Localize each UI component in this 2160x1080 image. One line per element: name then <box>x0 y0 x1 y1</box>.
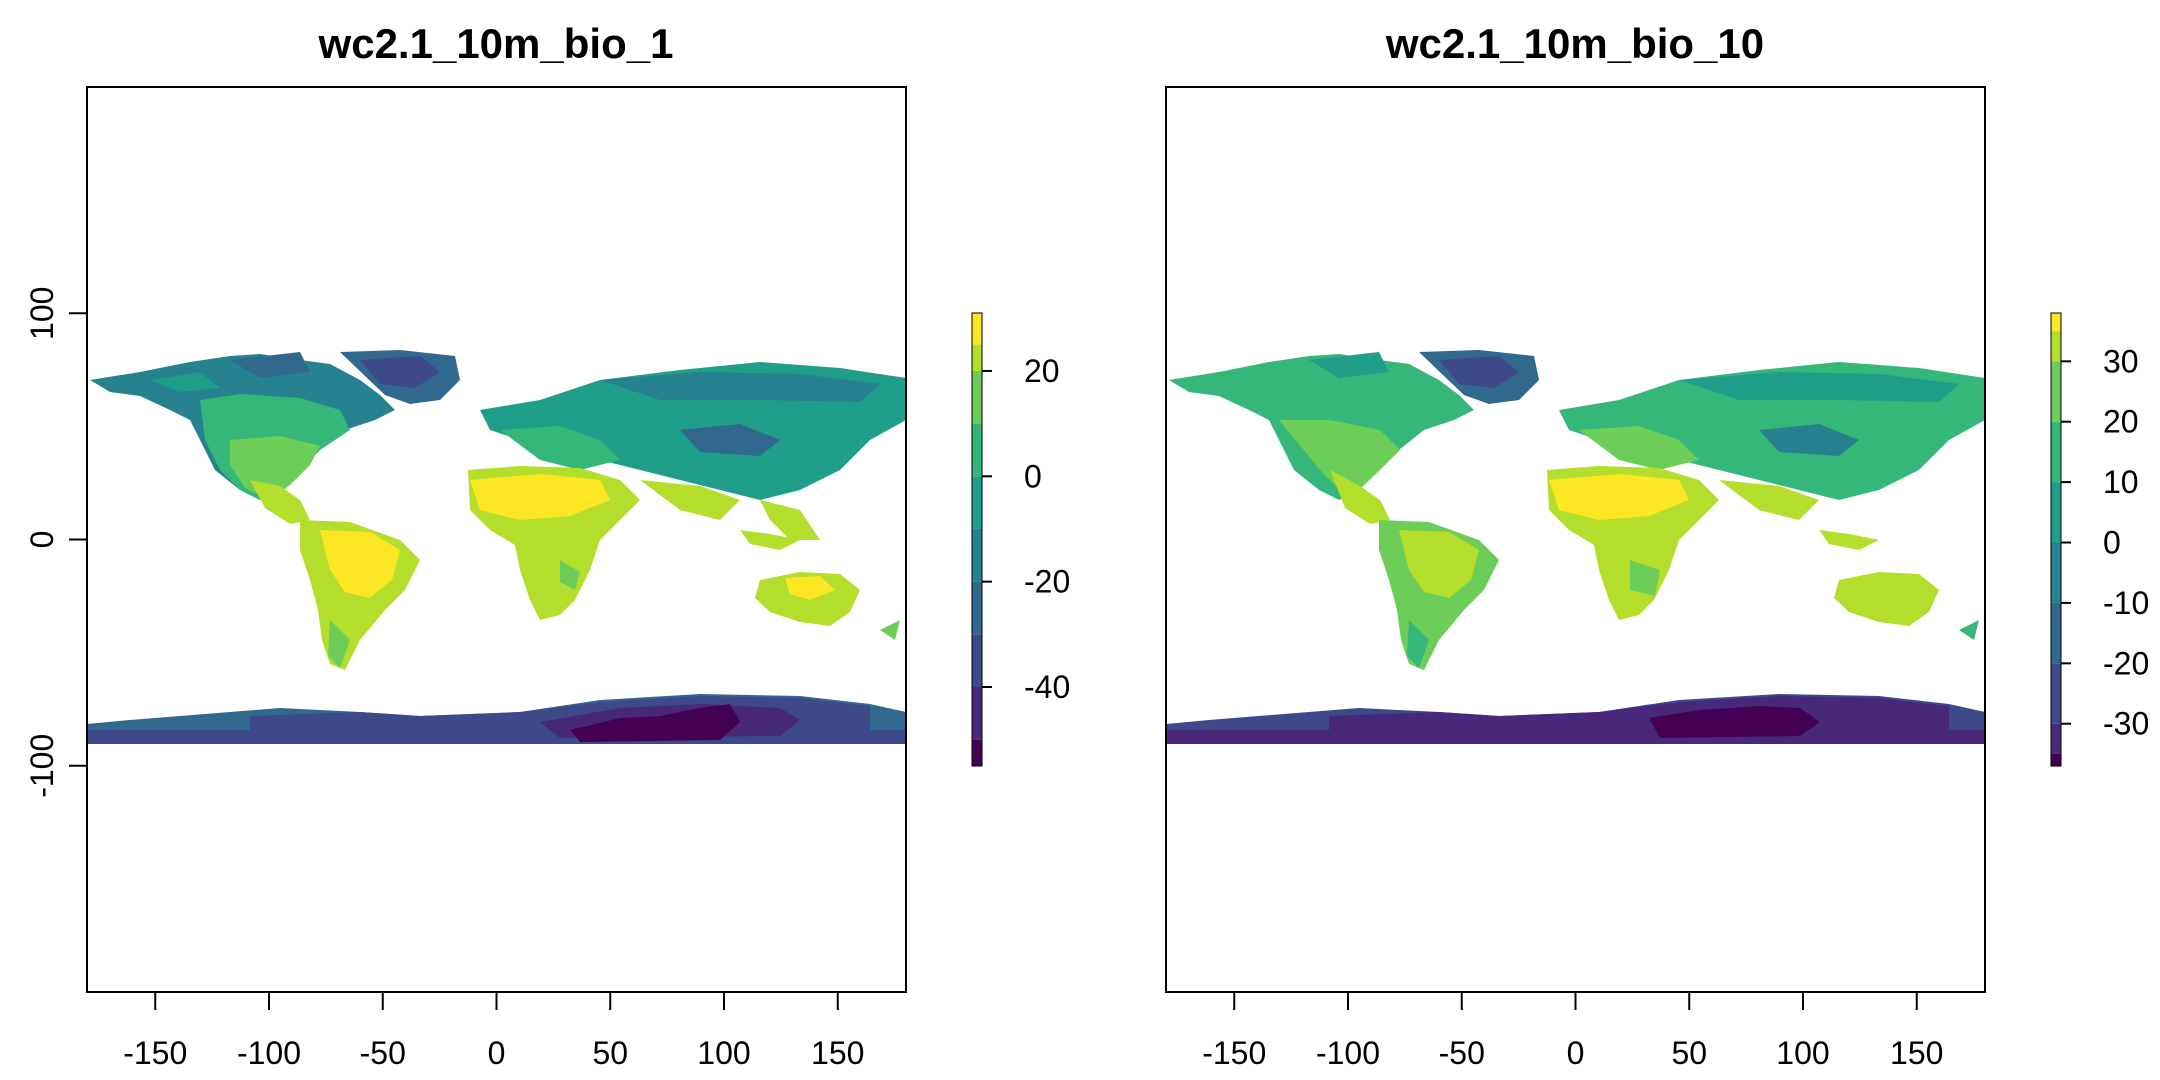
x-tick-label: 50 <box>1671 1035 1707 1071</box>
legend-color-step <box>972 344 982 371</box>
color-legend: 30 20 10 0 -10 -20 -30 <box>2050 312 2149 767</box>
legend-color-step <box>972 581 982 635</box>
south-america-region <box>1379 520 1499 670</box>
x-tick-label: -100 <box>237 1035 301 1071</box>
legend-color-step <box>972 634 982 687</box>
legend-color-step <box>972 686 982 740</box>
legend-tick-label: 20 <box>1024 353 1060 389</box>
legend-color-step <box>2051 602 2061 664</box>
australia-region <box>740 530 900 640</box>
y-tick-label: -100 <box>24 734 60 798</box>
north-america-region <box>1169 352 1474 524</box>
legend-color-step <box>972 313 982 345</box>
legend-tick-label: -40 <box>1024 669 1070 705</box>
legend-tick-label: 10 <box>2103 464 2139 500</box>
x-tick-label: 150 <box>1890 1035 1943 1071</box>
x-tick-label: 0 <box>488 1035 506 1071</box>
x-tick-label: 150 <box>811 1035 864 1071</box>
legend-frame <box>2050 312 2062 767</box>
legend-color-step <box>2051 723 2061 754</box>
legend-tick-label: 0 <box>1024 458 1042 494</box>
legend-color-step <box>2051 542 2061 603</box>
axes: -150 -100 -50 0 50 100 150 100 0 -100 <box>24 287 864 1071</box>
y-tick-label: 100 <box>24 287 60 340</box>
x-tick-label: 0 <box>1567 1035 1585 1071</box>
x-tick-label: 50 <box>592 1035 628 1071</box>
x-tick-label: -150 <box>1202 1035 1266 1071</box>
legend-tick-label: 0 <box>2103 525 2121 561</box>
legend-tick-label: -30 <box>2103 706 2149 742</box>
axes: -150 -100 -50 0 50 100 150 <box>1202 992 1943 1071</box>
raster-map <box>1166 350 1985 744</box>
africa-region <box>1547 466 1719 620</box>
legend-color-step <box>2051 313 2061 332</box>
south-america-region <box>300 520 420 670</box>
panel-title: wc2.1_10m_bio_1 <box>318 20 674 67</box>
antarctica-region <box>87 694 906 744</box>
legend-color-step <box>2051 331 2061 362</box>
color-legend: 20 0 -20 -40 <box>971 312 1070 767</box>
x-tick-label: -150 <box>123 1035 187 1071</box>
y-tick-label: 0 <box>24 531 60 549</box>
raster-map <box>87 350 906 744</box>
legend-color-step <box>972 528 982 582</box>
legend-color-step <box>2051 482 2061 543</box>
legend-tick-label: 30 <box>2103 343 2139 379</box>
legend-color-step <box>972 423 982 477</box>
x-tick-label: 100 <box>1776 1035 1829 1071</box>
legend-color-step <box>2051 663 2061 724</box>
antarctica-region <box>1166 694 1985 744</box>
africa-region <box>468 466 640 620</box>
x-tick-label: -100 <box>1316 1035 1380 1071</box>
eurasia-region <box>1559 362 1985 520</box>
x-tick-label: 100 <box>697 1035 750 1071</box>
legend-color-step <box>972 739 982 766</box>
x-tick-label: -50 <box>360 1035 406 1071</box>
legend-color-step <box>2051 753 2061 766</box>
panel-bio-1: wc2.1_10m_bio_1 <box>24 20 1070 1071</box>
legend-tick-label: 20 <box>2103 404 2139 440</box>
x-tick-label: -50 <box>1439 1035 1485 1071</box>
legend-tick-label: -10 <box>2103 585 2149 621</box>
legend-color-step <box>2051 361 2061 422</box>
legend-color-step <box>972 370 982 424</box>
legend-frame <box>971 312 983 767</box>
legend-tick-label: -20 <box>2103 645 2149 681</box>
north-america-region <box>90 352 395 524</box>
legend-color-step <box>2051 421 2061 483</box>
panel-bio-10: wc2.1_10m_bio_10 <box>1165 20 2149 1071</box>
australia-region <box>1819 530 1979 640</box>
legend-tick-label: -20 <box>1024 564 1070 600</box>
eurasia-region <box>480 362 906 540</box>
legend-color-step <box>972 476 982 529</box>
panel-title: wc2.1_10m_bio_10 <box>1385 20 1764 67</box>
